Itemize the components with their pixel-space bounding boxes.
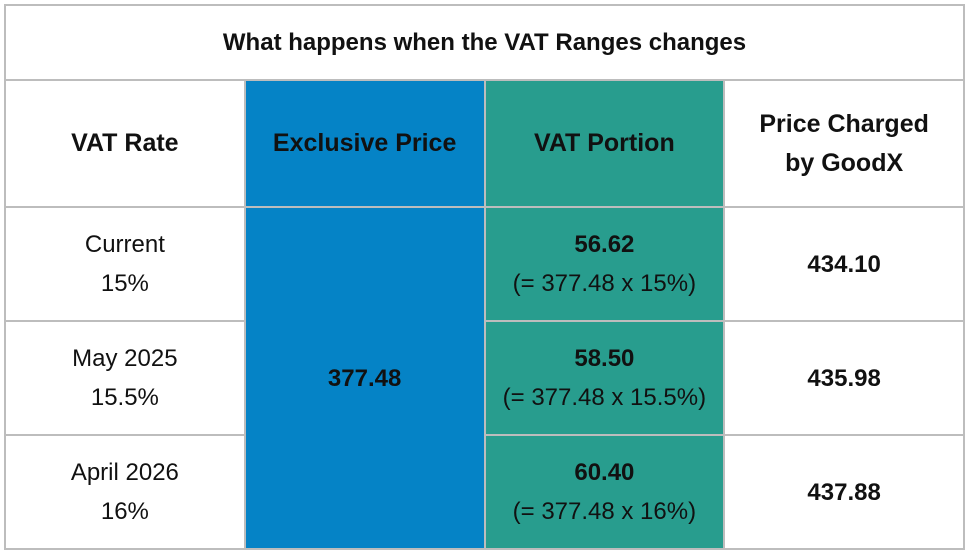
header-price-charged-line1: Price Charged	[759, 109, 929, 138]
rate-value: 15.5%	[90, 384, 159, 411]
rate-cell: Current 15%	[4, 206, 246, 322]
price-charged-value: 437.88	[723, 434, 965, 550]
vat-formula: (= 377.48 x 15%)	[512, 270, 697, 297]
rate-label: Current	[84, 231, 165, 258]
header-row: VAT Rate Exclusive Price VAT Portion Pri…	[4, 79, 965, 208]
header-price-charged: Price Charged by GoodX	[723, 79, 965, 208]
vat-table: What happens when the VAT Ranges changes…	[4, 4, 965, 550]
vat-amount: 58.50	[574, 345, 635, 372]
rate-value: 15%	[100, 270, 149, 297]
table-row-may-2025: May 2025 15.5% 58.50 (= 377.48 x 15.5%) …	[4, 320, 965, 436]
price-charged-value: 434.10	[723, 206, 965, 322]
exclusive-price-value: 377.48	[243, 206, 486, 550]
vat-portion-cell: 60.40 (= 377.48 x 16%)	[483, 434, 726, 550]
vat-formula: (= 377.48 x 15.5%)	[502, 384, 707, 411]
vat-portion-cell: 56.62 (= 377.48 x 15%)	[483, 206, 726, 322]
table-title: What happens when the VAT Ranges changes	[4, 4, 965, 81]
table-row-april-2026: April 2026 16% 60.40 (= 377.48 x 16%) 43…	[4, 434, 965, 550]
title-row: What happens when the VAT Ranges changes	[4, 4, 965, 81]
rate-label: April 2026	[70, 459, 179, 486]
vat-amount: 56.62	[574, 231, 635, 258]
header-price-charged-line2: by GoodX	[785, 148, 904, 177]
rate-value: 16%	[100, 498, 149, 525]
rate-cell: April 2026 16%	[4, 434, 246, 550]
table-row-current: Current 15% 377.48 56.62 (= 377.48 x 15%…	[4, 206, 965, 550]
header-exclusive-price: Exclusive Price	[243, 79, 486, 208]
header-vat-rate: VAT Rate	[4, 79, 246, 208]
vat-formula: (= 377.48 x 16%)	[512, 498, 697, 525]
vat-portion-cell: 58.50 (= 377.48 x 15.5%)	[483, 320, 726, 436]
header-vat-portion: VAT Portion	[483, 79, 726, 208]
vat-amount: 60.40	[574, 459, 635, 486]
rate-label: May 2025	[72, 345, 178, 372]
rate-cell: May 2025 15.5%	[4, 320, 246, 436]
price-charged-value: 435.98	[723, 320, 965, 436]
